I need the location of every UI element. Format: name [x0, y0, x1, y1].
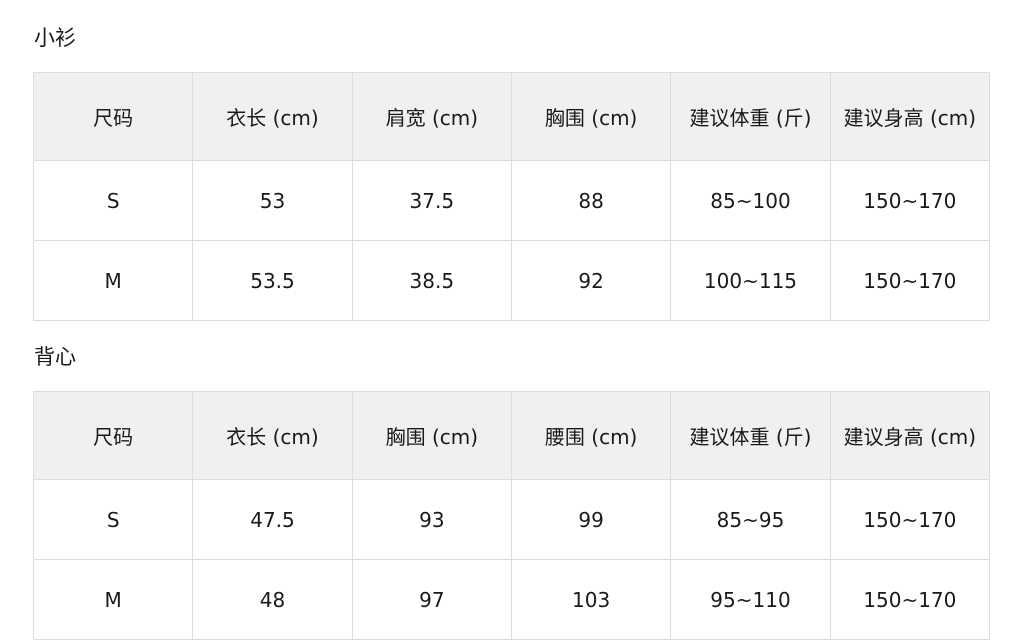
- table-cell: 92: [510, 240, 672, 321]
- table-row: M 48 97 103 95~110 150~170: [32, 559, 991, 640]
- table-cell: 99: [510, 479, 672, 560]
- column-header: 衣长 (cm): [192, 391, 353, 480]
- column-header: 建议身高 (cm): [829, 391, 991, 480]
- table-cell: 97: [351, 559, 512, 640]
- table-cell: 95~110: [670, 559, 831, 640]
- column-header: 胸围 (cm): [510, 72, 672, 161]
- column-header: 建议体重 (斤): [670, 72, 831, 161]
- table-cell: 38.5: [351, 240, 512, 321]
- table-row: S 47.5 93 99 85~95 150~170: [32, 479, 991, 560]
- table-cell: 150~170: [829, 160, 991, 241]
- column-header: 腰围 (cm): [510, 391, 672, 480]
- title-vest: 背心: [34, 345, 76, 369]
- column-header: 建议身高 (cm): [829, 72, 991, 161]
- table-cell: 53.5: [192, 240, 353, 321]
- column-header: 建议体重 (斤): [670, 391, 831, 480]
- table-cell: 85~100: [670, 160, 831, 241]
- header-row: 尺码 衣长 (cm) 肩宽 (cm) 胸围 (cm) 建议体重 (斤) 建议身高 (cm): [32, 72, 991, 161]
- title-shirt: 小衫: [34, 26, 76, 50]
- table-cell: 103: [510, 559, 672, 640]
- table-cell: 48: [192, 559, 353, 640]
- size-table-shirt: 尺码 衣长 (cm) 肩宽 (cm) 胸围 (cm) 建议体重 (斤) 建议身高 (cm)…: [32, 72, 991, 321]
- header-row: 尺码 衣长 (cm) 胸围 (cm) 腰围 (cm) 建议体重 (斤) 建议身高 (cm): [32, 391, 991, 480]
- column-header: 胸围 (cm): [351, 391, 512, 480]
- table-cell: 47.5: [192, 479, 353, 560]
- column-header: 尺码: [32, 72, 194, 161]
- table-cell: 93: [351, 479, 512, 560]
- table-row: M 53.5 38.5 92 100~115 150~170: [32, 240, 991, 321]
- size-table-vest: 尺码 衣长 (cm) 胸围 (cm) 腰围 (cm) 建议体重 (斤) 建议身高 (cm)…: [32, 391, 991, 640]
- table-cell: 150~170: [829, 240, 991, 321]
- table-cell: S: [32, 160, 194, 241]
- table-cell: M: [32, 240, 194, 321]
- column-header: 尺码: [32, 391, 194, 480]
- table-cell: 53: [192, 160, 353, 241]
- table-cell: 88: [510, 160, 672, 241]
- table-cell: 150~170: [829, 559, 991, 640]
- table-cell: 85~95: [670, 479, 831, 560]
- table-cell: 100~115: [670, 240, 831, 321]
- table-cell: 37.5: [351, 160, 512, 241]
- table-cell: 150~170: [829, 479, 991, 560]
- column-header: 肩宽 (cm): [351, 72, 512, 161]
- column-header: 衣长 (cm): [192, 72, 353, 161]
- table-row: S 53 37.5 88 85~100 150~170: [32, 160, 991, 241]
- table-cell: S: [32, 479, 194, 560]
- table-cell: M: [32, 559, 194, 640]
